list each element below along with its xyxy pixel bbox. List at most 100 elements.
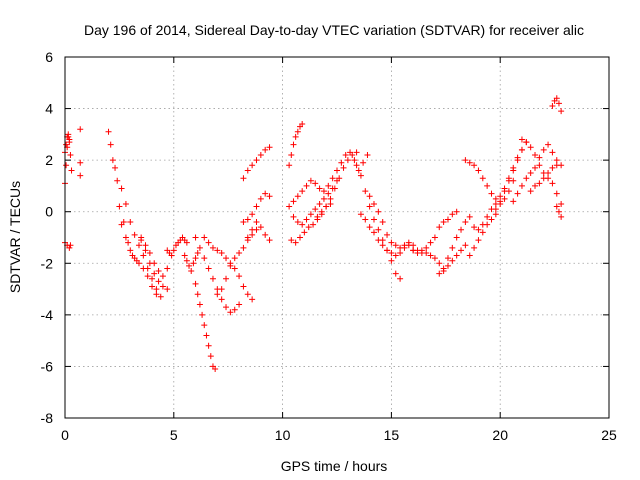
data-point <box>514 190 521 197</box>
data-point <box>240 175 247 182</box>
data-point <box>77 172 84 179</box>
data-point <box>431 255 438 262</box>
data-point <box>218 249 225 256</box>
data-point <box>427 239 434 246</box>
axis-ticks <box>64 56 610 419</box>
data-point <box>153 286 160 293</box>
data-point <box>545 170 552 177</box>
data-point <box>140 265 147 272</box>
data-point <box>388 257 395 264</box>
data-point <box>444 216 451 223</box>
data-point <box>131 231 138 238</box>
data-point <box>223 275 230 282</box>
y-tick-label: 4 <box>45 101 53 117</box>
series-arc-d <box>77 126 84 179</box>
series-arc-h <box>138 234 171 280</box>
data-point <box>299 221 306 228</box>
data-point <box>453 208 460 215</box>
tick-labels: 0 5 10 15 20 25 -8 -6 -4 -2 0 2 4 6 <box>41 49 617 443</box>
data-point <box>558 162 565 169</box>
data-point <box>370 200 377 207</box>
data-point <box>549 149 556 156</box>
series-arc-o <box>240 190 273 226</box>
data-point <box>479 175 486 182</box>
series-arc-f <box>118 221 164 300</box>
data-point <box>453 234 460 241</box>
data-point <box>105 128 112 135</box>
data-point <box>375 208 382 215</box>
data-points <box>62 95 565 373</box>
data-point <box>151 260 158 267</box>
data-point <box>249 231 256 238</box>
data-point <box>223 304 230 311</box>
data-point <box>231 306 238 313</box>
data-point <box>540 146 547 153</box>
data-point <box>388 249 395 256</box>
data-point <box>109 157 116 164</box>
data-point <box>471 224 478 231</box>
data-point <box>555 100 562 107</box>
data-point <box>431 234 438 241</box>
series-arc-k <box>192 280 219 373</box>
data-point <box>323 203 330 210</box>
data-point <box>253 219 260 226</box>
data-point <box>63 141 70 148</box>
data-point <box>257 195 264 202</box>
data-point <box>164 286 171 293</box>
data-point <box>375 226 382 233</box>
data-point <box>518 146 525 153</box>
data-point <box>155 278 162 285</box>
data-point <box>262 190 269 197</box>
data-point <box>405 239 412 246</box>
data-point <box>536 154 543 161</box>
data-point <box>65 131 72 138</box>
data-point <box>475 167 482 174</box>
series-arc-p <box>240 144 273 182</box>
data-point <box>231 255 238 262</box>
data-point <box>518 136 525 143</box>
data-point <box>466 159 473 166</box>
data-point <box>307 177 314 184</box>
data-point <box>294 193 301 200</box>
data-point <box>427 252 434 259</box>
data-point <box>423 244 430 251</box>
data-point <box>194 291 201 298</box>
data-point <box>314 216 321 223</box>
data-point <box>190 260 197 267</box>
data-point <box>553 157 560 164</box>
data-point <box>107 141 114 148</box>
data-point <box>201 255 208 262</box>
data-point <box>236 301 243 308</box>
data-point <box>331 185 338 192</box>
data-point <box>294 128 301 135</box>
data-point <box>410 247 417 254</box>
data-point <box>366 224 373 231</box>
data-point <box>318 211 325 218</box>
data-point <box>114 177 121 184</box>
data-point <box>492 200 499 207</box>
x-axis-label: GPS time / hours <box>281 458 388 474</box>
data-point <box>249 162 256 169</box>
x-tick-label: 5 <box>170 427 178 443</box>
data-point <box>262 231 269 238</box>
data-point <box>292 239 299 246</box>
data-point <box>181 252 188 259</box>
data-point <box>194 249 201 256</box>
data-point <box>338 159 345 166</box>
data-point <box>466 252 473 259</box>
data-point <box>183 239 190 246</box>
data-point <box>122 200 129 207</box>
data-point <box>523 175 530 182</box>
data-point <box>325 182 332 189</box>
data-point <box>549 102 556 109</box>
series-arc-q <box>244 219 273 244</box>
data-point <box>360 159 367 166</box>
data-point <box>558 213 565 220</box>
series-arc-e <box>105 128 160 293</box>
series-arc-b <box>62 131 73 156</box>
data-point <box>370 216 377 223</box>
data-point <box>286 203 293 210</box>
x-tick-label: 15 <box>384 427 400 443</box>
data-point <box>501 188 508 195</box>
data-point <box>316 185 323 192</box>
